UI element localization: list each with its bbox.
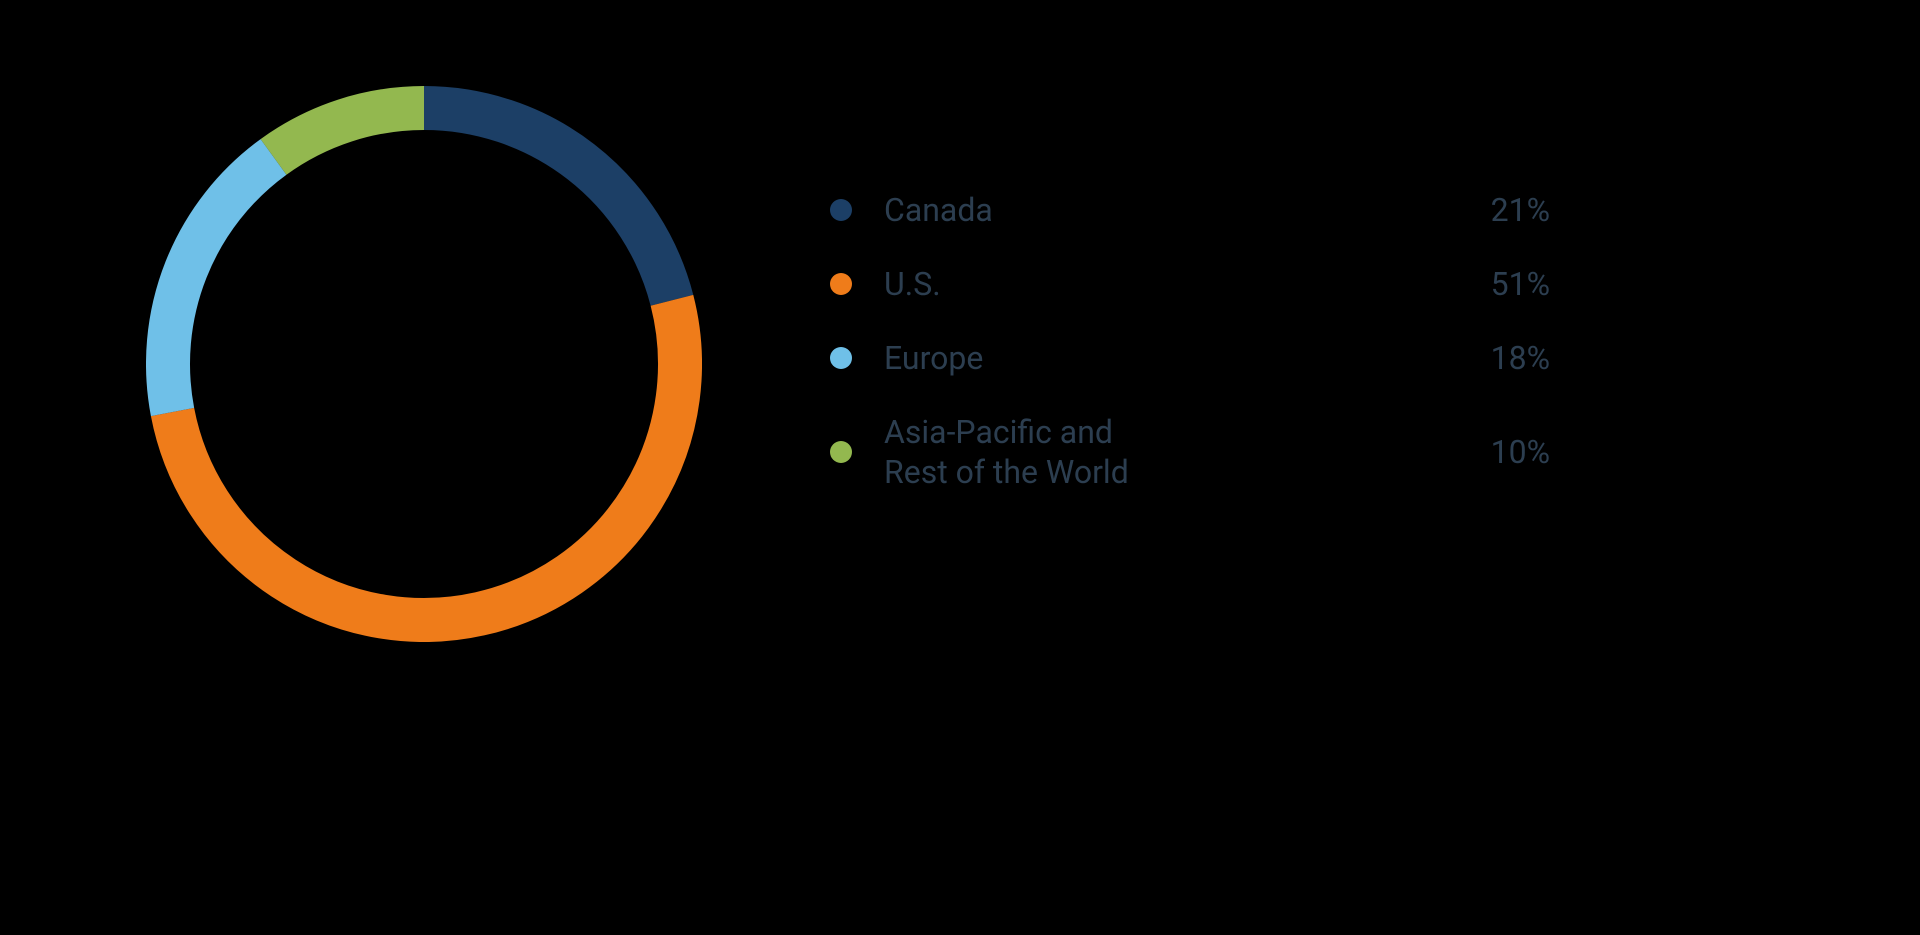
donut-slice	[168, 157, 274, 412]
legend-row: Europe18%	[830, 338, 1550, 378]
legend-value: 51%	[1450, 265, 1550, 303]
legend-row: U.S.51%	[830, 264, 1550, 304]
donut-slice	[424, 108, 672, 300]
legend-label: Asia-Pacific andRest of the World	[884, 412, 1450, 492]
legend: Canada21%U.S.51%Europe18%Asia-Pacific an…	[830, 190, 1550, 492]
legend-row: Canada21%	[830, 190, 1550, 230]
donut-svg	[146, 86, 702, 642]
legend-dot-icon	[830, 347, 852, 369]
legend-value: 18%	[1450, 339, 1550, 377]
legend-dot-icon	[830, 199, 852, 221]
legend-label: U.S.	[884, 264, 1450, 304]
legend-value: 10%	[1450, 433, 1550, 471]
donut-chart	[146, 86, 702, 642]
legend-dot-icon	[830, 441, 852, 463]
donut-slice	[173, 300, 680, 620]
legend-label: Europe	[884, 338, 1450, 378]
legend-dot-icon	[830, 273, 852, 295]
legend-label: Canada	[884, 190, 1450, 230]
donut-chart-region: Canada21%U.S.51%Europe18%Asia-Pacific an…	[0, 0, 1920, 935]
donut-slice	[274, 108, 424, 157]
legend-value: 21%	[1450, 191, 1550, 229]
legend-row: Asia-Pacific andRest of the World10%	[830, 412, 1550, 492]
